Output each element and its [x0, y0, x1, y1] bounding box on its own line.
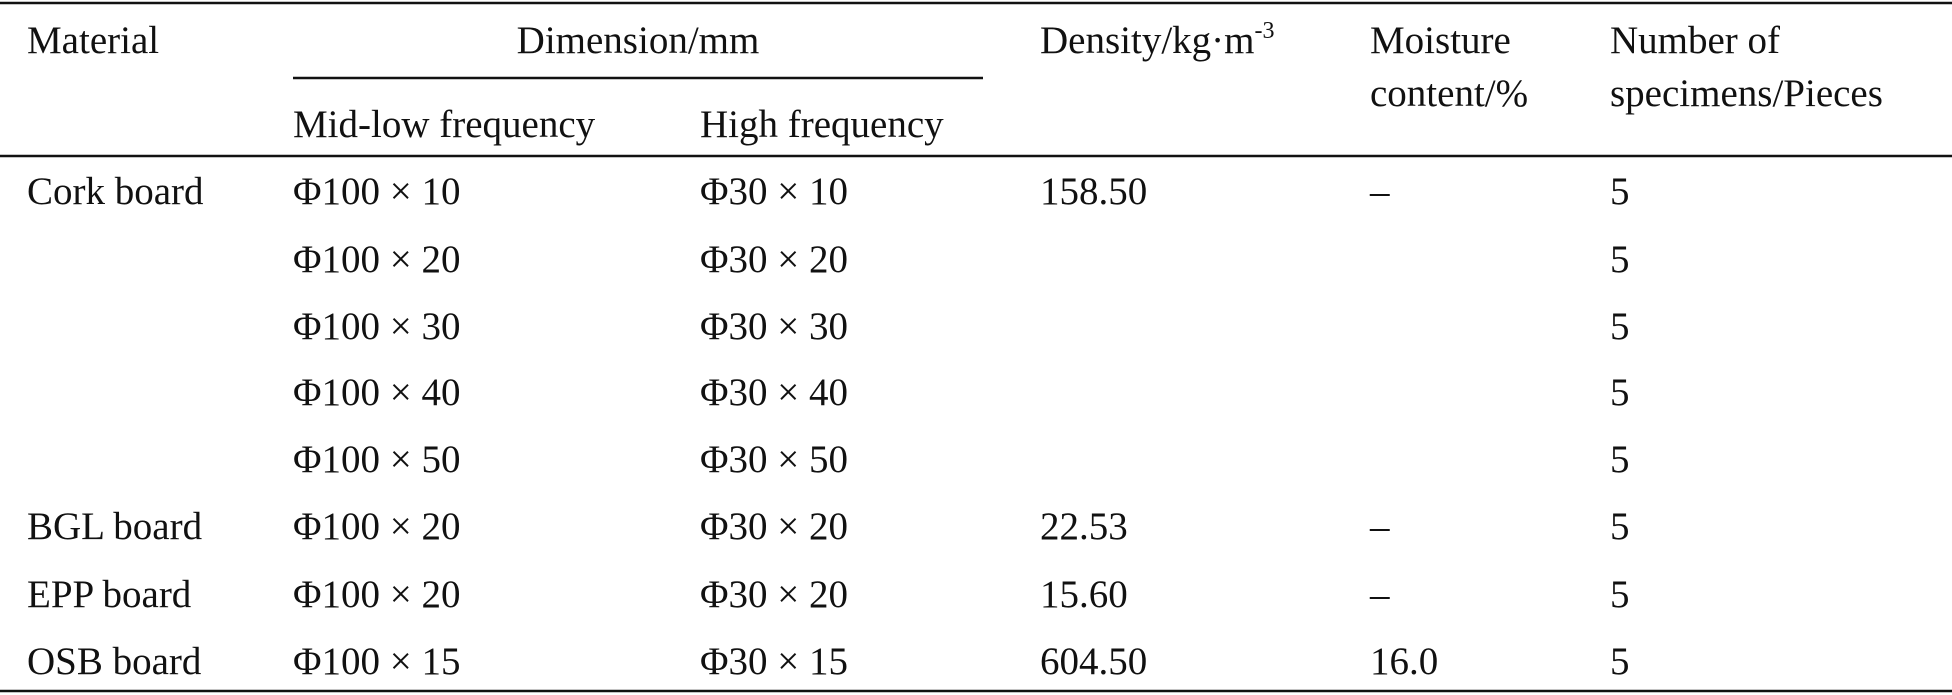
- table-cell: Φ30 × 20: [700, 573, 848, 616]
- header-cell: specimens/Pieces: [1610, 72, 1883, 115]
- table-cell: Φ100 × 50: [293, 438, 461, 481]
- table-cell: Φ100 × 20: [293, 238, 461, 281]
- header-cell: Dimension/mm: [517, 19, 760, 62]
- table-cell: 5: [1610, 305, 1630, 348]
- table-cell: EPP board: [27, 573, 192, 616]
- header-cell: Material: [27, 19, 159, 62]
- table-cell: Φ30 × 15: [700, 640, 848, 683]
- table-cell: Cork board: [27, 170, 204, 213]
- table-cell: Φ100 × 20: [293, 573, 461, 616]
- table-cell: BGL board: [27, 505, 203, 548]
- header-cell: High frequency: [700, 103, 944, 146]
- table-cell: Φ30 × 10: [700, 170, 848, 213]
- header-superscript: -3: [1254, 18, 1274, 44]
- table-cell: Φ100 × 30: [293, 305, 461, 348]
- table-cell: 5: [1610, 371, 1630, 414]
- table-cell: Φ30 × 20: [700, 505, 848, 548]
- table-cell: 604.50: [1040, 640, 1147, 683]
- header-cell: content/%: [1370, 72, 1528, 115]
- table-cell: 5: [1610, 573, 1630, 616]
- table-cell: 5: [1610, 170, 1630, 213]
- table-cell: 22.53: [1040, 505, 1128, 548]
- table-cell: Φ100 × 40: [293, 371, 461, 414]
- table-cell: 5: [1610, 238, 1630, 281]
- table-cell: 15.60: [1040, 573, 1128, 616]
- header-cell: Number of: [1610, 19, 1780, 62]
- table-cell: 5: [1610, 505, 1630, 548]
- header-text: Density/kg·m: [1040, 19, 1254, 62]
- header-cell: Moisture: [1370, 19, 1511, 62]
- table-cell: Φ30 × 30: [700, 305, 848, 348]
- table-cell: Φ100 × 20: [293, 505, 461, 548]
- header-cell: Mid-low frequency: [293, 103, 596, 146]
- header-cell: Density/kg·m-3: [1040, 18, 1274, 62]
- table-cell: –: [1369, 170, 1390, 213]
- table-cell: –: [1369, 505, 1390, 548]
- table-cell: OSB board: [27, 640, 202, 683]
- table-cell: Φ100 × 15: [293, 640, 461, 683]
- table-cell: 158.50: [1040, 170, 1147, 213]
- table-cell: Φ30 × 40: [700, 371, 848, 414]
- table-cell: Φ100 × 10: [293, 170, 461, 213]
- table-cell: 5: [1610, 438, 1630, 481]
- table-cell: 5: [1610, 640, 1630, 683]
- table-cell: –: [1369, 573, 1390, 616]
- table-cell: Φ30 × 50: [700, 438, 848, 481]
- table-cell: 16.0: [1370, 640, 1438, 683]
- table-cell: Φ30 × 20: [700, 238, 848, 281]
